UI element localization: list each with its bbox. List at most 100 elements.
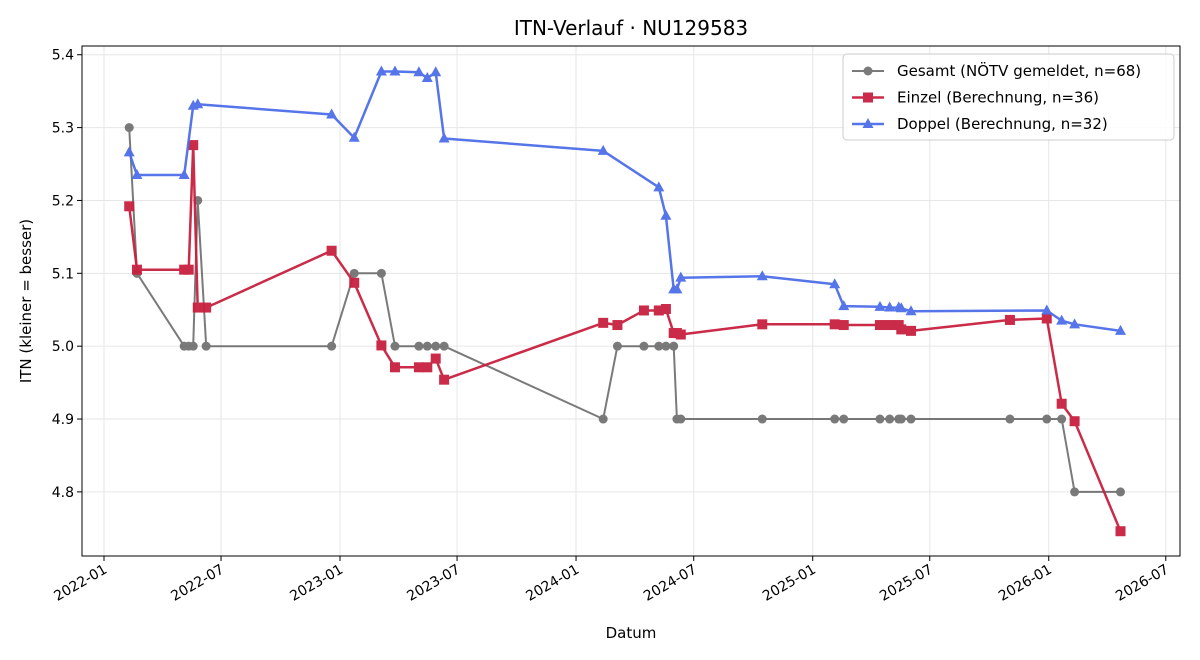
- data-point-gesamt: [654, 341, 664, 351]
- data-point-einzel: [1041, 313, 1052, 324]
- data-point-einzel: [675, 329, 686, 340]
- data-point-einzel: [757, 319, 768, 330]
- data-point-gesamt: [422, 341, 432, 351]
- data-point-doppel: [421, 72, 433, 83]
- legend-marker-gesamt: [863, 66, 873, 76]
- data-point-einzel: [349, 277, 360, 288]
- data-point-einzel: [660, 304, 671, 315]
- data-point-doppel: [874, 300, 886, 311]
- data-point-doppel: [389, 65, 401, 76]
- data-point-einzel: [192, 302, 203, 313]
- data-point-doppel: [671, 283, 683, 294]
- data-point-doppel: [884, 301, 896, 312]
- series-doppel: [123, 65, 1127, 335]
- data-point-einzel: [1069, 416, 1080, 427]
- data-point-doppel: [838, 300, 850, 311]
- data-point-gesamt: [349, 268, 359, 278]
- data-point-einzel: [422, 362, 433, 373]
- data-point-einzel: [1004, 314, 1015, 325]
- legend: Gesamt (NÖTV gemeldet, n=68) Einzel (Bere…: [842, 53, 1175, 141]
- legend-marker-einzel: [863, 92, 873, 103]
- y-tick-label: 4.8: [52, 485, 74, 501]
- data-point-gesamt: [439, 341, 449, 351]
- data-point-einzel: [1115, 526, 1126, 537]
- data-point-einzel: [838, 320, 849, 331]
- data-point-einzel: [201, 302, 212, 313]
- data-point-doppel: [895, 302, 907, 313]
- y-tick-label: 5.3: [52, 121, 74, 137]
- data-point-einzel: [829, 319, 840, 330]
- data-point-doppel: [1069, 318, 1081, 329]
- data-point-einzel: [612, 320, 623, 331]
- data-point-doppel: [756, 270, 768, 281]
- data-point-gesamt: [1070, 487, 1080, 497]
- data-point-doppel: [375, 65, 387, 76]
- data-point-gesamt: [669, 341, 679, 351]
- legend-box: [842, 53, 1175, 141]
- data-point-gesamt: [188, 341, 198, 351]
- data-point-gesamt: [661, 341, 671, 351]
- data-point-doppel: [675, 271, 687, 282]
- data-point-gesamt: [906, 414, 916, 424]
- y-tick-label: 5.1: [52, 266, 74, 282]
- data-point-gesamt: [757, 414, 767, 424]
- data-point-einzel: [439, 374, 450, 385]
- data-point-gesamt: [676, 414, 686, 424]
- data-point-doppel: [430, 66, 442, 77]
- data-point-einzel: [376, 340, 387, 351]
- data-point-gesamt: [598, 414, 608, 424]
- legend-label-einzel: Einzel (Berechnung, n=36): [897, 89, 1099, 107]
- data-point-gesamt: [1042, 414, 1052, 424]
- series-einzel: [124, 140, 1126, 537]
- data-point-einzel: [124, 201, 135, 212]
- legend-item-doppel: [852, 118, 884, 128]
- data-point-gesamt: [612, 341, 622, 351]
- data-point-doppel: [829, 278, 841, 289]
- y-tick-label: 4.9: [52, 412, 74, 428]
- y-axis-label: ITN (kleiner = besser): [17, 219, 35, 383]
- legend-item-einzel: [852, 92, 884, 103]
- data-point-einzel: [896, 324, 907, 335]
- y-tick-label: 5.2: [52, 193, 74, 209]
- series-layer: [123, 65, 1127, 537]
- legend-marker-doppel: [862, 118, 874, 128]
- data-point-doppel: [1041, 304, 1053, 315]
- data-point-einzel: [131, 264, 142, 275]
- data-point-gesamt: [201, 341, 211, 351]
- y-tick-label: 5.0: [52, 339, 74, 355]
- data-point-gesamt: [124, 123, 134, 133]
- data-point-einzel: [389, 362, 400, 373]
- data-point-einzel: [905, 325, 916, 336]
- data-point-doppel: [131, 168, 143, 179]
- data-point-gesamt: [839, 414, 849, 424]
- data-point-gesamt: [327, 341, 337, 351]
- data-point-einzel: [183, 264, 194, 275]
- data-point-einzel: [638, 305, 649, 316]
- legend-item-gesamt: [852, 66, 884, 76]
- data-point-doppel: [1115, 324, 1127, 335]
- data-point-einzel: [413, 362, 424, 373]
- data-point-doppel: [597, 144, 609, 155]
- data-point-einzel: [188, 140, 199, 151]
- y-tick-label: 5.4: [52, 48, 74, 64]
- plot-frame: [81, 45, 1181, 557]
- y-axis: 4.8 4.9 5.0 5.1 5.2 5.3 5.4: [52, 48, 82, 501]
- data-point-gesamt: [885, 414, 895, 424]
- data-point-gesamt: [639, 341, 649, 351]
- chart-title: ITN-Verlauf · NU129583: [514, 16, 748, 40]
- data-point-gesamt: [376, 268, 386, 278]
- data-point-gesamt: [896, 414, 906, 424]
- data-point-gesamt: [431, 341, 441, 351]
- data-point-doppel: [178, 168, 190, 179]
- data-point-doppel: [1056, 314, 1068, 325]
- data-point-gesamt: [1116, 487, 1126, 497]
- data-point-gesamt: [1005, 414, 1015, 424]
- data-point-gesamt: [414, 341, 424, 351]
- data-point-doppel: [192, 98, 204, 109]
- data-point-doppel: [326, 108, 338, 119]
- data-point-gesamt: [1057, 414, 1067, 424]
- data-point-doppel: [123, 146, 135, 157]
- data-point-einzel: [1056, 398, 1067, 409]
- data-point-einzel: [874, 320, 885, 331]
- data-point-doppel: [660, 209, 672, 220]
